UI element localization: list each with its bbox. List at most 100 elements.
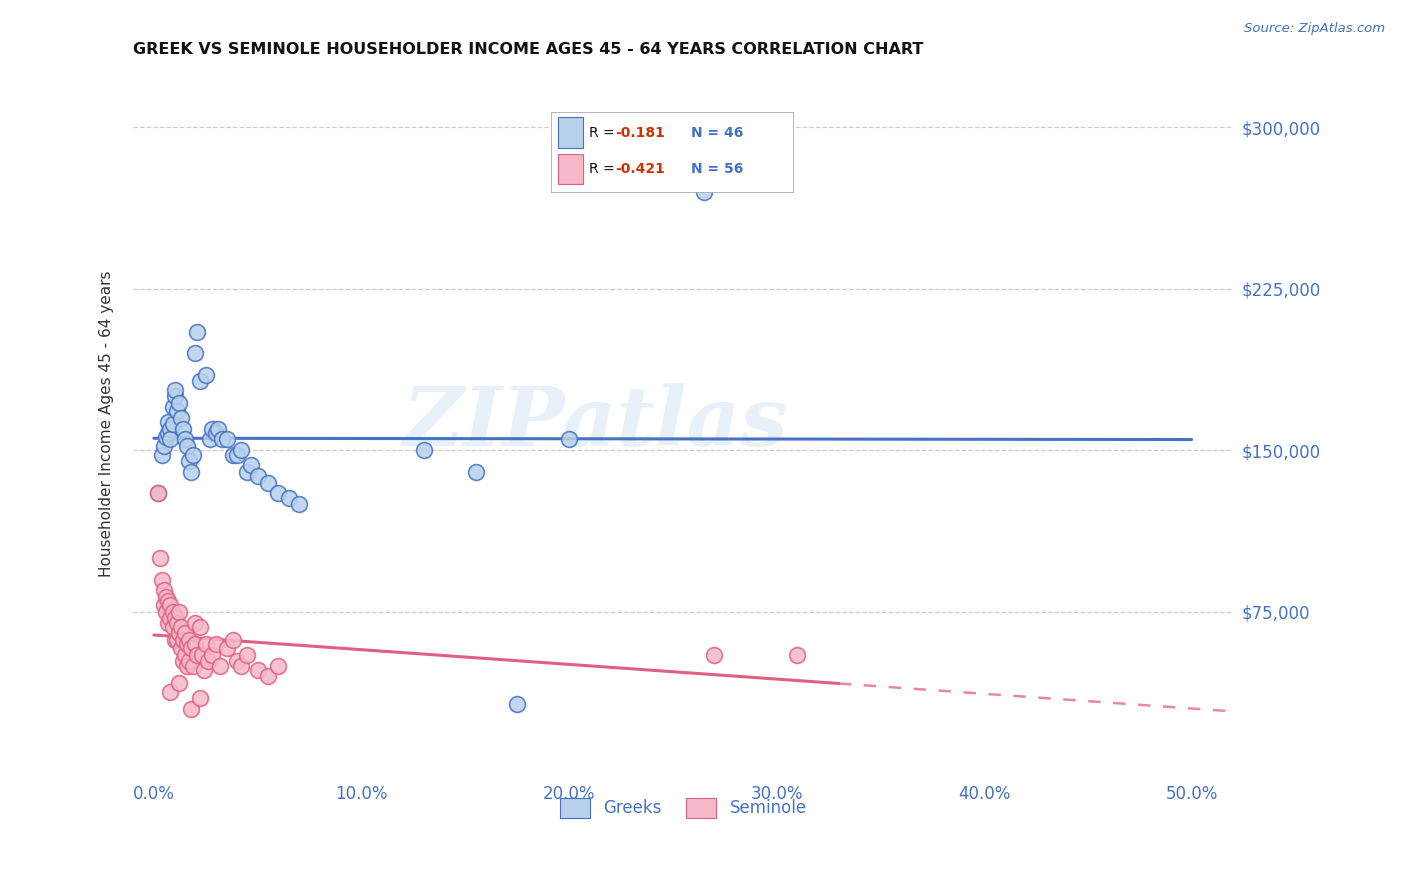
Point bbox=[153, 583, 176, 598]
Point bbox=[229, 658, 252, 673]
Point bbox=[201, 422, 224, 436]
Point bbox=[167, 676, 190, 690]
Point bbox=[174, 648, 197, 662]
Point bbox=[184, 637, 207, 651]
Point bbox=[197, 654, 219, 668]
Point bbox=[167, 605, 190, 619]
Point bbox=[172, 632, 194, 647]
Point bbox=[188, 620, 211, 634]
Point bbox=[225, 448, 247, 462]
Point bbox=[176, 637, 198, 651]
Point bbox=[222, 632, 245, 647]
Point bbox=[180, 641, 202, 656]
Point bbox=[215, 641, 238, 656]
Point bbox=[179, 454, 201, 468]
Point bbox=[172, 654, 194, 668]
Point bbox=[267, 486, 290, 500]
Point bbox=[179, 632, 201, 647]
Point bbox=[159, 433, 181, 447]
Point bbox=[190, 648, 212, 662]
Point bbox=[188, 691, 211, 706]
Point bbox=[167, 396, 190, 410]
Point bbox=[229, 443, 252, 458]
Point bbox=[155, 605, 177, 619]
Point bbox=[166, 404, 188, 418]
Point bbox=[412, 443, 434, 458]
Point bbox=[176, 658, 198, 673]
Point bbox=[162, 400, 184, 414]
Point bbox=[159, 611, 181, 625]
Y-axis label: Householder Income Ages 45 - 64 years: Householder Income Ages 45 - 64 years bbox=[100, 270, 114, 576]
Point bbox=[246, 469, 269, 483]
Point bbox=[146, 486, 169, 500]
Point bbox=[186, 648, 208, 662]
Point bbox=[163, 383, 186, 397]
Point bbox=[703, 648, 725, 662]
Point bbox=[225, 654, 247, 668]
Point bbox=[163, 389, 186, 403]
Point bbox=[211, 433, 233, 447]
Text: GREEK VS SEMINOLE HOUSEHOLDER INCOME AGES 45 - 64 YEARS CORRELATION CHART: GREEK VS SEMINOLE HOUSEHOLDER INCOME AGE… bbox=[134, 42, 924, 57]
Point bbox=[159, 599, 181, 613]
Point bbox=[167, 626, 190, 640]
Point bbox=[236, 465, 259, 479]
Point bbox=[159, 422, 181, 436]
Point bbox=[170, 411, 193, 425]
Point bbox=[201, 648, 224, 662]
Text: ZIPatlas: ZIPatlas bbox=[402, 384, 787, 463]
Point bbox=[194, 637, 217, 651]
Point bbox=[215, 433, 238, 447]
Point bbox=[162, 605, 184, 619]
Point bbox=[157, 425, 180, 440]
Point bbox=[558, 433, 581, 447]
Point bbox=[194, 368, 217, 382]
Point bbox=[159, 684, 181, 698]
Point bbox=[150, 573, 173, 587]
Point bbox=[166, 632, 188, 647]
Point bbox=[155, 590, 177, 604]
Point bbox=[257, 475, 280, 490]
Point bbox=[146, 486, 169, 500]
Point bbox=[193, 663, 215, 677]
Point bbox=[153, 439, 176, 453]
Point bbox=[163, 632, 186, 647]
Point bbox=[209, 658, 232, 673]
Point bbox=[184, 615, 207, 630]
Point bbox=[174, 626, 197, 640]
Point bbox=[163, 611, 186, 625]
Point bbox=[179, 654, 201, 668]
Point bbox=[176, 439, 198, 453]
Point bbox=[181, 448, 204, 462]
Point bbox=[149, 551, 172, 566]
Point bbox=[205, 637, 228, 651]
Point bbox=[240, 458, 263, 473]
Point bbox=[150, 448, 173, 462]
Point bbox=[172, 422, 194, 436]
Point bbox=[236, 648, 259, 662]
Point bbox=[205, 425, 228, 440]
Point bbox=[170, 641, 193, 656]
Point bbox=[153, 599, 176, 613]
Point bbox=[277, 491, 299, 505]
Point bbox=[155, 430, 177, 444]
Point bbox=[693, 185, 716, 199]
Point bbox=[162, 620, 184, 634]
Point bbox=[288, 497, 311, 511]
Point bbox=[186, 325, 208, 339]
Point bbox=[464, 465, 486, 479]
Point bbox=[166, 615, 188, 630]
Legend: Greeks, Seminole: Greeks, Seminole bbox=[553, 791, 813, 824]
Point bbox=[257, 669, 280, 683]
Point bbox=[222, 448, 245, 462]
Point bbox=[246, 663, 269, 677]
Point bbox=[786, 648, 808, 662]
Point bbox=[506, 698, 529, 712]
Point bbox=[184, 346, 207, 360]
Point bbox=[180, 702, 202, 716]
Point bbox=[157, 415, 180, 429]
Point bbox=[267, 658, 290, 673]
Point bbox=[157, 594, 180, 608]
Point bbox=[198, 433, 221, 447]
Text: Source: ZipAtlas.com: Source: ZipAtlas.com bbox=[1244, 22, 1385, 36]
Point bbox=[174, 433, 197, 447]
